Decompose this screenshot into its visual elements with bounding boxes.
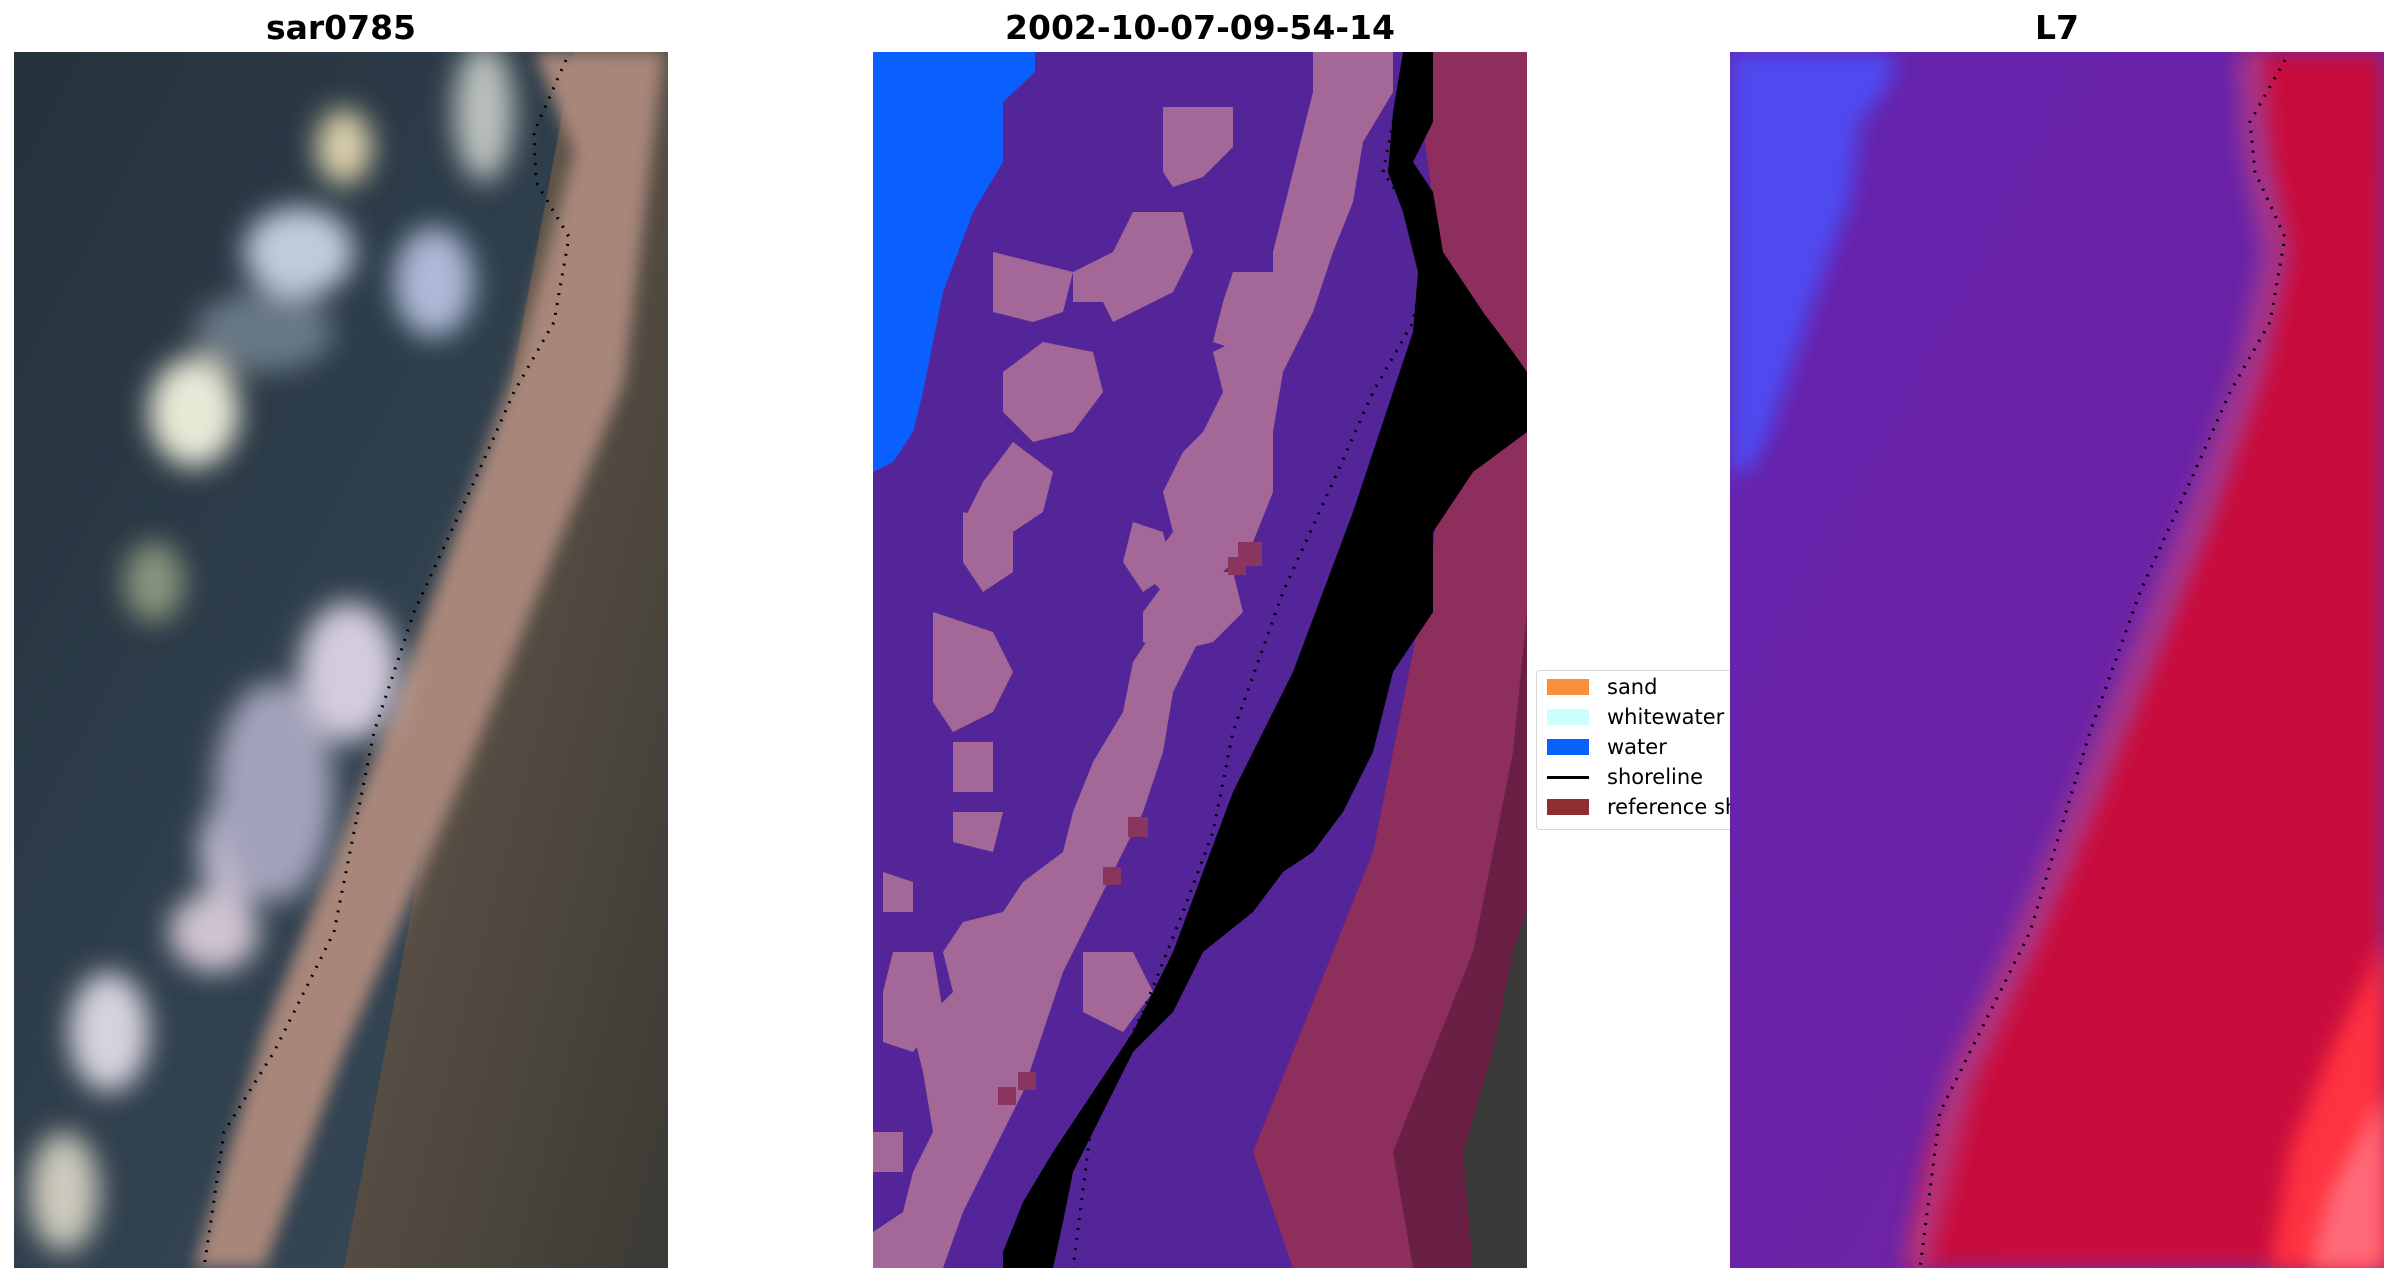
beach-strip bbox=[194, 52, 664, 1268]
legend: sand whitewater water shoreline referenc… bbox=[1536, 670, 1756, 830]
legend-label-water: water bbox=[1607, 735, 1667, 759]
legend-swatch-reference bbox=[1547, 799, 1589, 815]
panel-title-classified: 2002-10-07-09-54-14 bbox=[1005, 8, 1395, 47]
legend-label-sand: sand bbox=[1607, 675, 1658, 699]
class-water-region bbox=[873, 52, 1035, 472]
legend-line-shoreline bbox=[1547, 775, 1589, 779]
rgb-image-panel bbox=[14, 52, 668, 1268]
legend-item-whitewater: whitewater bbox=[1547, 703, 1724, 731]
index-blue-region bbox=[1730, 52, 1892, 472]
classified-image-panel bbox=[873, 52, 1527, 1268]
legend-label-whitewater: whitewater bbox=[1607, 705, 1725, 729]
legend-item-sand: sand bbox=[1547, 673, 1657, 701]
legend-swatch-sand bbox=[1547, 679, 1589, 695]
index-shoreline bbox=[1918, 59, 2287, 1268]
panel-title-index: L7 bbox=[2035, 8, 2079, 47]
rgb-image bbox=[14, 52, 668, 1268]
panel-title-rgb: sar0785 bbox=[265, 8, 417, 47]
index-image bbox=[1730, 52, 2384, 1268]
classified-image bbox=[873, 52, 1527, 1268]
legend-item-reference-shoreline: reference sh bbox=[1547, 793, 1738, 821]
legend-swatch-water bbox=[1547, 739, 1589, 755]
index-image-panel bbox=[1730, 52, 2384, 1268]
legend-swatch-whitewater bbox=[1547, 709, 1589, 725]
legend-item-shoreline: shoreline bbox=[1547, 763, 1703, 791]
legend-label-reference: reference sh bbox=[1607, 795, 1739, 819]
legend-label-shoreline: shoreline bbox=[1607, 765, 1704, 789]
legend-item-water: water bbox=[1547, 733, 1667, 761]
